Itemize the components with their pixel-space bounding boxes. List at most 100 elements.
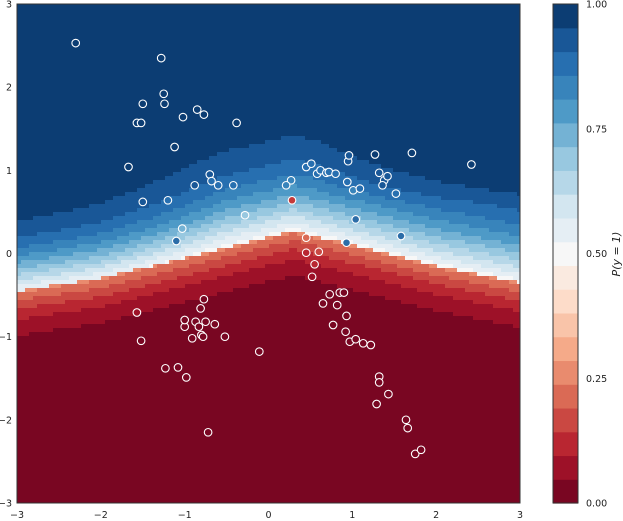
colorbar-level	[553, 27, 578, 53]
colorbar-level	[553, 384, 578, 409]
point-class-0	[307, 272, 317, 282]
point-class-0	[358, 338, 368, 348]
point-class-0	[339, 288, 349, 297]
point-class-0	[372, 399, 381, 409]
x-tick-label: 1	[349, 510, 355, 521]
y-tick-label: −1	[0, 332, 12, 343]
point-class-1	[331, 169, 340, 179]
point-class-1	[71, 38, 81, 48]
colorbar-tick-label: 1.00	[586, 0, 607, 11]
point-class-1	[160, 99, 169, 109]
point-class-1	[370, 150, 380, 159]
point-class-1	[228, 180, 238, 190]
point-class-1	[177, 224, 187, 233]
x-axis-ticks: −3 −2 −1 0 1 2 3	[10, 510, 523, 521]
point-class-0	[161, 363, 170, 373]
colorbar-level	[553, 75, 578, 100]
colorbar-level	[553, 170, 578, 195]
point-class-0	[384, 389, 393, 399]
colorbar-tick-label: 0.25	[586, 374, 607, 385]
y-tick-label: −2	[0, 415, 12, 426]
point-class-0	[351, 334, 361, 344]
point-class-0	[203, 427, 213, 437]
colorbar-label: P(y = 1)	[610, 232, 623, 277]
data-points	[71, 38, 476, 459]
point-class-0	[287, 195, 297, 205]
plot-frame	[16, 3, 521, 504]
colorbar	[553, 4, 578, 504]
point-class-1	[199, 110, 209, 119]
point-class-0	[194, 322, 204, 332]
colorbar-level	[553, 217, 578, 243]
x-tick-label: −2	[94, 510, 108, 521]
point-class-0	[181, 373, 191, 382]
point-class-1	[396, 231, 406, 241]
colorbar-level	[553, 431, 578, 457]
colorbar-tick-label: 0.75	[586, 124, 607, 135]
point-class-0	[210, 319, 220, 329]
point-class-1	[351, 215, 361, 224]
colorbar-level	[553, 407, 578, 433]
point-class-1	[374, 168, 384, 178]
x-tick-label: 3	[517, 510, 523, 521]
point-class-0	[301, 248, 311, 258]
colorbar-level	[553, 51, 578, 76]
point-class-1	[232, 118, 241, 128]
colorbar-tick-label: 0.00	[586, 499, 607, 510]
point-class-0	[132, 308, 142, 317]
point-class-1	[254, 347, 264, 356]
colorbar-level	[553, 194, 578, 219]
point-class-0	[187, 333, 197, 343]
point-class-0	[410, 449, 420, 459]
y-axis-ticks: −3 −2 −1 0 1 2 3	[0, 0, 12, 510]
point-class-1	[136, 118, 146, 128]
y-tick-label: 1	[6, 166, 12, 177]
point-class-1	[344, 151, 354, 160]
point-class-1	[178, 112, 188, 122]
point-class-0	[180, 315, 190, 325]
point-class-1	[281, 180, 291, 190]
point-class-0	[201, 317, 210, 327]
point-class-0	[310, 259, 319, 269]
colorbar-level	[553, 336, 578, 362]
point-class-0	[328, 320, 338, 330]
point-class-1	[192, 105, 202, 114]
colorbar-level	[553, 360, 578, 385]
x-tick-label: −1	[178, 510, 192, 521]
colorbar-ticks: 0.00 0.25 0.50 0.75 1.00	[586, 0, 607, 510]
colorbar-level	[553, 241, 578, 266]
point-class-0	[341, 327, 350, 337]
point-class-1	[240, 210, 250, 220]
colorbar-level	[553, 146, 578, 171]
colorbar-level	[553, 312, 578, 338]
point-class-0	[136, 336, 146, 346]
y-tick-label: 0	[6, 249, 12, 260]
point-class-0	[401, 415, 411, 425]
point-class-1	[342, 238, 351, 248]
point-class-1	[124, 162, 133, 172]
colorbar-level	[553, 479, 578, 504]
point-class-1	[407, 148, 417, 158]
point-class-1	[286, 175, 296, 185]
colorbar-level	[553, 289, 578, 314]
point-class-1	[342, 177, 352, 187]
point-class-0	[199, 294, 209, 304]
point-class-1	[171, 236, 181, 246]
point-class-0	[342, 311, 351, 321]
point-class-0	[173, 363, 183, 372]
point-class-0	[366, 340, 376, 350]
colorbar-frame	[552, 3, 579, 504]
point-class-1	[355, 184, 365, 193]
point-class-1	[207, 176, 216, 186]
point-class-0	[416, 445, 426, 455]
x-tick-label: −3	[10, 510, 24, 521]
point-class-1	[213, 180, 223, 190]
point-class-1	[156, 53, 166, 63]
colorbar-level	[553, 122, 578, 148]
y-tick-label: −3	[0, 499, 12, 510]
point-class-0	[403, 423, 413, 433]
colorbar-level	[553, 455, 578, 480]
point-class-0	[332, 300, 342, 310]
point-class-0	[325, 289, 335, 299]
point-class-0	[196, 304, 205, 313]
